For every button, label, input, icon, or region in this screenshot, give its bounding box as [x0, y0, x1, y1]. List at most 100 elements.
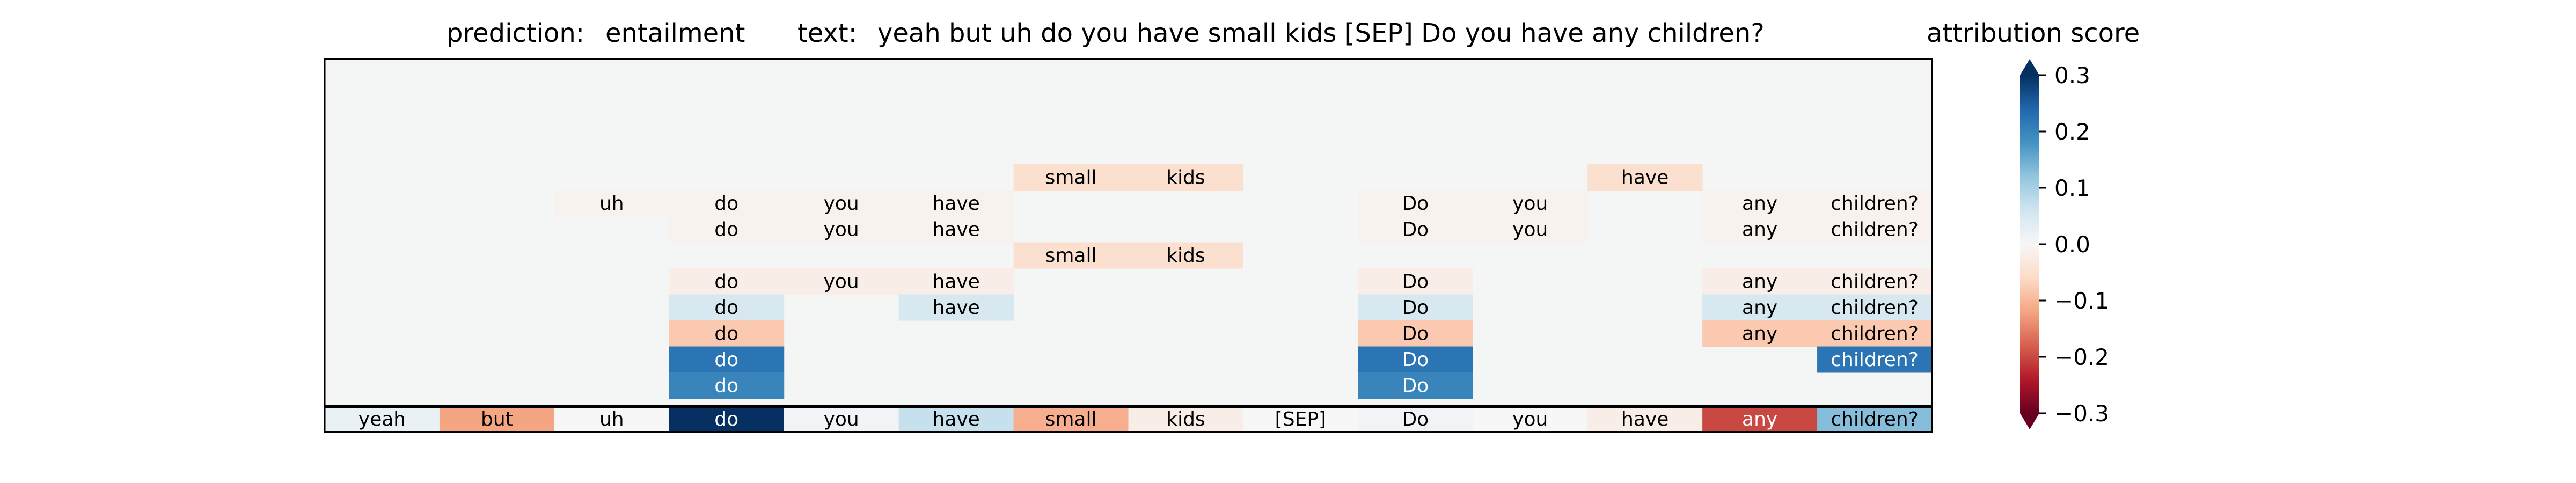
heatmap-row-3-col-5-label: you: [824, 218, 859, 240]
heatmap-row-6-col-10-cell: [1358, 294, 1473, 321]
heatmap-row-1-col-7-cell: [1013, 164, 1129, 191]
heatmap-row-3-col-6-cell: [898, 216, 1014, 243]
heatmap-row-6-col-4-label: do: [714, 297, 738, 319]
heatmap-row-2-col-5-label: you: [824, 193, 859, 215]
heatmap-row-2-col-11-label: you: [1512, 193, 1548, 215]
heatmap-row-4-col-7-label: small: [1045, 245, 1097, 267]
base-token-14-cell: [1817, 406, 1933, 433]
heatmap-row-3-col-10-cell: [1358, 216, 1473, 243]
heatmap-row-3-col-5-cell: [784, 216, 899, 243]
heatmap-row-6-col-4-cell: [669, 294, 785, 321]
heatmap-row-3-col-6-label: have: [932, 218, 979, 240]
heatmap-row-5-col-13-cell: [1702, 268, 1818, 295]
colorbar-gradient: [2020, 75, 2039, 413]
colorbar-extend-bottom: [2020, 413, 2039, 429]
text-label: text:: [797, 18, 857, 48]
heatmap-frame: [324, 58, 1933, 433]
heatmap-row-4-col-8-cell: [1128, 242, 1243, 269]
base-token-3-cell: [554, 406, 670, 433]
heatmap-row-8-col-4-cell: [669, 346, 785, 373]
heatmap-row-4-col-8-label: kids: [1166, 245, 1205, 267]
heatmap-row-2-col-6-label: have: [932, 193, 979, 215]
heatmap-row-6-col-14-cell: [1817, 294, 1933, 321]
base-token-6-label: have: [932, 408, 979, 430]
base-token-7-cell: [1013, 406, 1129, 433]
base-token-6-cell: [898, 406, 1014, 433]
base-token-8-label: kids: [1166, 408, 1205, 430]
base-token-12-label: have: [1621, 408, 1668, 430]
base-token-8-cell: [1128, 406, 1243, 433]
heatmap-row-3-col-11-cell: [1473, 216, 1588, 243]
base-token-12-cell: [1587, 406, 1703, 433]
colorbar-tick-label: 0.3: [2054, 62, 2090, 89]
heatmap-row-6-col-13-cell: [1702, 294, 1818, 321]
base-token-10-cell: [1358, 406, 1473, 433]
base-token-5-label: you: [824, 408, 859, 430]
base-token-4-cell: [669, 406, 785, 433]
colorbar-tick-label: 0.1: [2054, 175, 2090, 201]
heatmap-row-2-col-3-cell: [554, 190, 670, 217]
heatmap-row-7-col-14-label: children?: [1831, 323, 1919, 345]
heatmap-row-5-col-6-label: have: [932, 270, 979, 292]
heatmap-row-3-col-4-cell: [669, 216, 785, 243]
base-token-3-label: uh: [599, 408, 624, 430]
heatmap-row-9-col-4-cell: [669, 372, 785, 399]
base-token-9-label: [SEP]: [1275, 408, 1326, 430]
heatmap-row-3-col-13-label: any: [1742, 218, 1777, 240]
colorbar-tick-label: −0.2: [2054, 344, 2109, 370]
prediction-value: entailment: [605, 18, 745, 48]
heatmap-row-2-col-6-cell: [898, 190, 1014, 217]
heatmap-row-5-col-5-label: you: [824, 270, 859, 292]
text-value: yeah but uh do you have small kids [SEP]…: [877, 18, 1765, 48]
heatmap-row-6-col-13-label: any: [1742, 297, 1777, 319]
heatmap-row-2-col-14-label: children?: [1831, 193, 1919, 215]
base-token-2-cell: [439, 406, 555, 433]
heatmap-row-3-col-14-label: children?: [1831, 218, 1919, 240]
heatmap-row-7-col-13-label: any: [1742, 323, 1777, 345]
base-token-10-label: Do: [1402, 408, 1429, 430]
base-token-14-label: children?: [1831, 408, 1919, 430]
heatmap-row-7-col-10-label: Do: [1402, 323, 1429, 345]
heatmap-row-5-col-14-label: children?: [1831, 270, 1919, 292]
heatmap-row-1-col-8-label: kids: [1166, 166, 1205, 188]
heatmap-row-2-col-10-label: Do: [1402, 193, 1429, 215]
heatmap-row-8-col-10-cell: [1358, 346, 1473, 373]
heatmap-row-2-col-3-label: uh: [599, 193, 624, 215]
heatmap-row-5-col-4-label: do: [714, 270, 738, 292]
heatmap-row-3-col-4-label: do: [714, 218, 738, 240]
heatmap-row-6-col-6-cell: [898, 294, 1014, 321]
colorbar-tick-label: −0.1: [2054, 288, 2109, 314]
heatmap-row-6-col-10-label: Do: [1402, 297, 1429, 319]
heatmap-row-1-col-8-cell: [1128, 164, 1243, 191]
heatmap-row-8-col-14-label: children?: [1831, 349, 1919, 371]
base-token-11-label: you: [1512, 408, 1548, 430]
base-token-1-label: yeah: [358, 408, 406, 430]
heatmap-row-7-col-4-cell: [669, 320, 785, 347]
heatmap-row-2-col-13-cell: [1702, 190, 1818, 217]
heatmap-row-6-col-6-label: have: [932, 297, 979, 319]
heatmap-row-2-col-13-label: any: [1742, 193, 1777, 215]
base-token-2-label: but: [481, 408, 513, 430]
base-token-7-label: small: [1045, 408, 1097, 430]
heatmap-row-8-col-10-label: Do: [1402, 349, 1429, 371]
heatmap-row-1-col-12-cell: [1587, 164, 1703, 191]
colorbar-tick-label: 0.0: [2054, 231, 2090, 258]
heatmap-row-2-col-11-cell: [1473, 190, 1588, 217]
heatmap-row-5-col-10-label: Do: [1402, 270, 1429, 292]
prediction-label: prediction:: [447, 18, 584, 48]
heatmap-row-2-col-10-cell: [1358, 190, 1473, 217]
heatmap-row-5-col-4-cell: [669, 268, 785, 295]
heatmap-row-5-col-10-cell: [1358, 268, 1473, 295]
base-token-5-cell: [784, 406, 899, 433]
heatmap-row-3-col-14-cell: [1817, 216, 1933, 243]
heatmap-row-2-col-4-cell: [669, 190, 785, 217]
heatmap-row-2-col-14-cell: [1817, 190, 1933, 217]
colorbar-extend-top: [2020, 59, 2039, 75]
heatmap-row-9-col-10-cell: [1358, 372, 1473, 399]
base-token-13-cell: [1702, 406, 1818, 433]
heatmap-row-3-col-13-cell: [1702, 216, 1818, 243]
heatmap-row-3-col-11-label: you: [1512, 218, 1548, 240]
heatmap-row-8-col-4-label: do: [714, 349, 738, 371]
heatmap-row-8-col-14-cell: [1817, 346, 1933, 373]
